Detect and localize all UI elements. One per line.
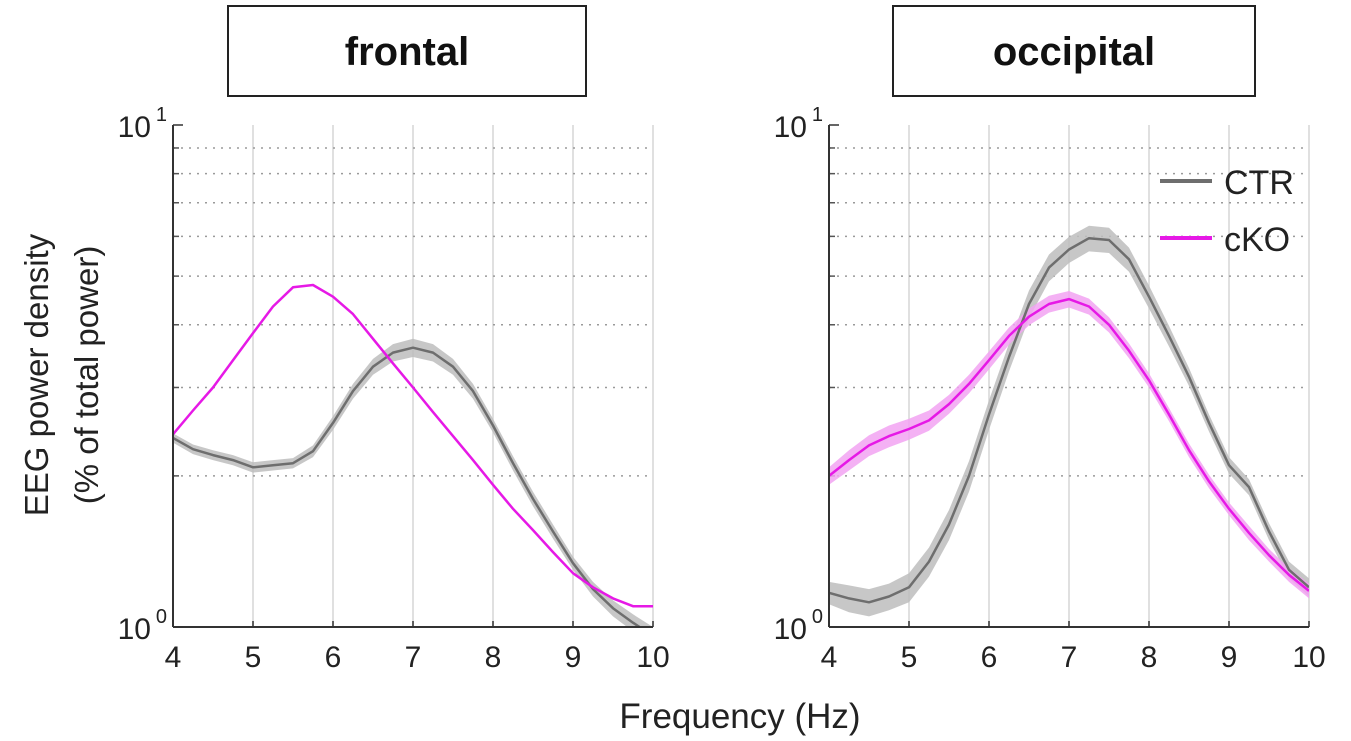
x-tick-label: 9: [565, 641, 582, 674]
series-line-ctr: [173, 346, 642, 627]
x-tick-label: 8: [485, 641, 502, 674]
x-tick-label: 4: [165, 641, 182, 674]
y-tick-label: 10: [118, 111, 151, 144]
series-line-cko: [173, 283, 653, 608]
x-tick-label: 8: [1141, 641, 1158, 674]
error-band-ctr: [173, 338, 653, 627]
error-band-ctr: [829, 225, 1309, 617]
x-tick-label: 4: [821, 641, 838, 674]
x-tick-label: 6: [981, 641, 998, 674]
x-tick-label: 10: [636, 641, 669, 674]
title-box: [227, 5, 587, 97]
title-box: [892, 5, 1256, 97]
x-tick-label: 7: [405, 641, 422, 674]
y-tick-exponent: 0: [156, 606, 167, 628]
y-tick-exponent: 0: [812, 606, 823, 628]
x-tick-label: 5: [245, 641, 262, 674]
y-tick-label: 10: [774, 111, 807, 144]
series-line-cko: [829, 297, 1309, 592]
panel-title: occipital: [993, 30, 1155, 74]
legend-label-cko: cKO: [1224, 221, 1290, 259]
x-tick-label: 6: [325, 641, 342, 674]
legend-label-ctr: CTR: [1224, 164, 1294, 202]
x-tick-label: 10: [1292, 641, 1325, 674]
y-tick-exponent: 1: [812, 104, 823, 126]
series-line-ctr: [829, 236, 1309, 604]
plot-area: [829, 225, 1309, 617]
x-axis-label: Frequency (Hz): [619, 697, 860, 736]
x-tick-label: 5: [901, 641, 918, 674]
y-tick-exponent: 1: [156, 104, 167, 126]
y-axis-label-line2: (% of total power): [68, 246, 105, 505]
panel-title: frontal: [345, 30, 469, 74]
x-tick-label: 7: [1061, 641, 1078, 674]
plot-area: [173, 283, 653, 627]
y-tick-label: 10: [118, 613, 151, 646]
y-axis-label-line1: EEG power density: [18, 233, 55, 516]
x-tick-label: 9: [1221, 641, 1238, 674]
y-tick-label: 10: [774, 613, 807, 646]
